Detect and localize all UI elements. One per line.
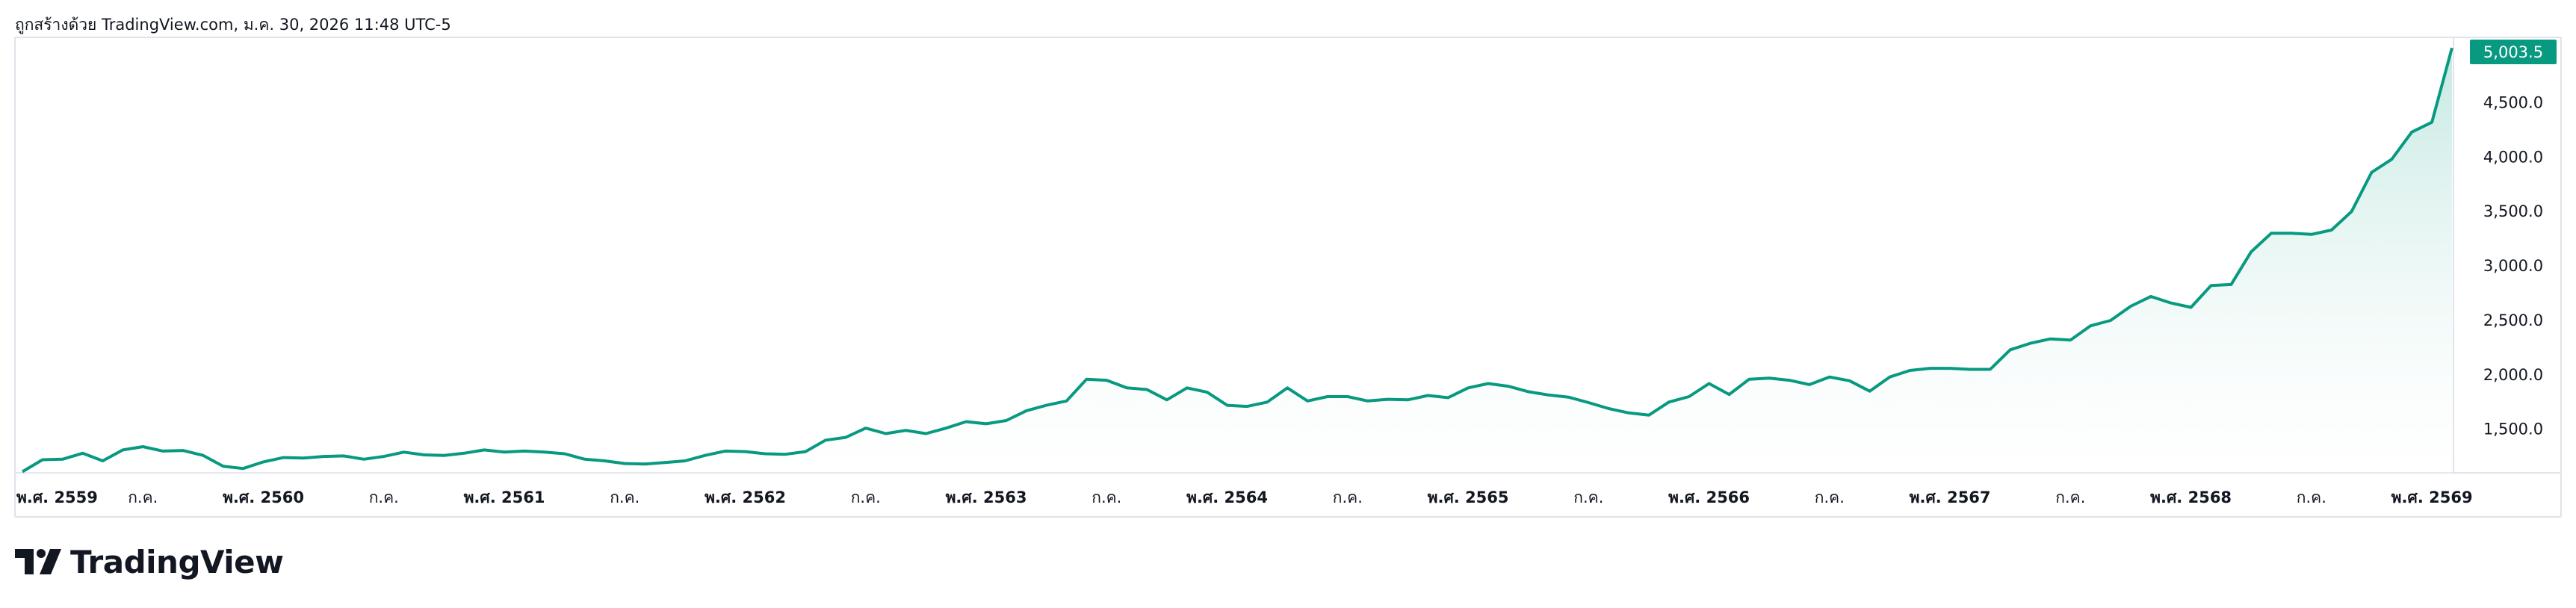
time-tick-label: ก.ค. [369,488,399,506]
time-tick-label: พ.ศ. 2559 [16,488,98,506]
price-tick-label: 3,000.0 [2483,257,2543,275]
price-tick-label: 2,500.0 [2483,311,2543,329]
time-tick-label: ก.ค. [851,488,881,506]
price-tick-label: 4,500.0 [2483,93,2543,111]
time-tick-label: พ.ศ. 2566 [1668,488,1750,506]
time-tick-label: ก.ค. [2055,488,2085,506]
last-price-label [2470,40,2557,64]
time-tick-label: พ.ศ. 2565 [1428,488,1509,506]
price-tick-label: 1,500.0 [2483,421,2543,438]
time-tick-label: พ.ศ. 2561 [464,488,545,506]
tradingview-logo-icon [15,548,61,574]
price-tick-label: 3,500.0 [2483,202,2543,220]
time-tick-label: พ.ศ. 2569 [2391,488,2473,506]
price-area-fill [22,48,2452,474]
time-tick-label: พ.ศ. 2567 [1910,488,1991,506]
tradingview-logo-text: TradingView [70,544,284,580]
price-line [21,47,2453,474]
time-tick-label: ก.ค. [1815,488,1845,506]
time-tick-label: พ.ศ. 2560 [223,488,304,506]
time-tick-label: ก.ค. [1333,488,1363,506]
price-tick-label: 2,000.0 [2483,366,2543,384]
time-tick-label: พ.ศ. 2563 [946,488,1027,506]
time-axis-ticks: พ.ศ. 2559 ก.ค. พ.ศ. 2560 ก.ค. พ.ศ. 2561 ก.ค. พ… [16,488,2473,506]
last-price-value: 5,003.5 [2483,43,2543,61]
time-tick-label: ก.ค. [1092,488,1121,506]
time-tick-label: พ.ศ. 2568 [2150,488,2232,506]
time-tick-label: ก.ค. [128,488,158,506]
time-tick-label: ก.ค. [1573,488,1603,506]
time-tick-label: พ.ศ. 2564 [1186,488,1268,506]
time-tick-label: ก.ค. [610,488,640,506]
price-tick-label: 4,000.0 [2483,148,2543,166]
time-tick-label: ก.ค. [2297,488,2326,506]
time-tick-label: พ.ศ. 2562 [705,488,786,506]
tradingview-logo[interactable]: TradingView [15,544,284,580]
price-axis-ticks: 1,500.0 2,000.0 2,500.0 3,000.0 3,500.0 4,000… [2483,93,2543,438]
chart-attribution: ถูกสร้างด้วย TradingView.com, ม.ค. 30, 2… [15,16,451,34]
